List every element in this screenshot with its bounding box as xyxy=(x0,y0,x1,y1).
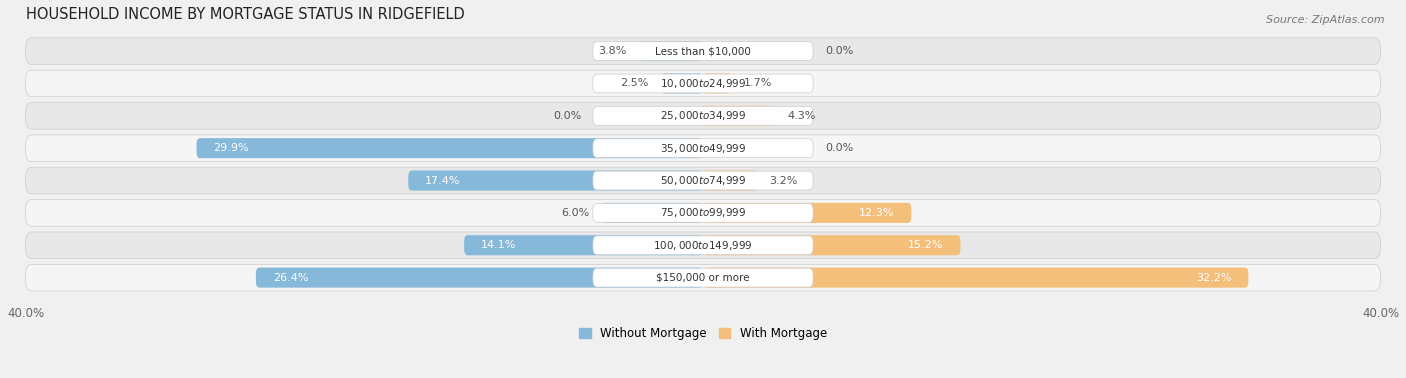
FancyBboxPatch shape xyxy=(25,200,1381,226)
Text: Source: ZipAtlas.com: Source: ZipAtlas.com xyxy=(1267,15,1385,25)
FancyBboxPatch shape xyxy=(25,102,1381,129)
FancyBboxPatch shape xyxy=(25,264,1381,291)
FancyBboxPatch shape xyxy=(25,38,1381,64)
Text: $100,000 to $149,999: $100,000 to $149,999 xyxy=(654,239,752,252)
Text: 15.2%: 15.2% xyxy=(908,240,943,250)
FancyBboxPatch shape xyxy=(593,74,813,93)
FancyBboxPatch shape xyxy=(25,70,1381,97)
FancyBboxPatch shape xyxy=(593,139,813,158)
FancyBboxPatch shape xyxy=(593,171,813,190)
Text: HOUSEHOLD INCOME BY MORTGAGE STATUS IN RIDGEFIELD: HOUSEHOLD INCOME BY MORTGAGE STATUS IN R… xyxy=(25,7,464,22)
FancyBboxPatch shape xyxy=(703,235,960,255)
Legend: Without Mortgage, With Mortgage: Without Mortgage, With Mortgage xyxy=(574,322,832,345)
FancyBboxPatch shape xyxy=(593,268,813,287)
Text: 1.7%: 1.7% xyxy=(744,79,772,88)
FancyBboxPatch shape xyxy=(703,203,911,223)
Text: 29.9%: 29.9% xyxy=(214,143,249,153)
FancyBboxPatch shape xyxy=(593,42,813,60)
Text: $150,000 or more: $150,000 or more xyxy=(657,273,749,283)
Text: 14.1%: 14.1% xyxy=(481,240,516,250)
Text: 4.3%: 4.3% xyxy=(787,111,815,121)
FancyBboxPatch shape xyxy=(638,41,703,61)
Text: 12.3%: 12.3% xyxy=(859,208,894,218)
Text: 3.2%: 3.2% xyxy=(769,175,797,186)
Text: 0.0%: 0.0% xyxy=(825,143,853,153)
FancyBboxPatch shape xyxy=(703,106,776,126)
Text: 32.2%: 32.2% xyxy=(1197,273,1232,283)
Text: 26.4%: 26.4% xyxy=(273,273,308,283)
Text: $75,000 to $99,999: $75,000 to $99,999 xyxy=(659,206,747,219)
Text: 2.5%: 2.5% xyxy=(620,79,648,88)
Text: 6.0%: 6.0% xyxy=(561,208,589,218)
Text: 17.4%: 17.4% xyxy=(425,175,461,186)
Text: Less than $10,000: Less than $10,000 xyxy=(655,46,751,56)
FancyBboxPatch shape xyxy=(197,138,703,158)
FancyBboxPatch shape xyxy=(256,268,703,288)
Text: 0.0%: 0.0% xyxy=(825,46,853,56)
FancyBboxPatch shape xyxy=(661,73,703,93)
Text: $35,000 to $49,999: $35,000 to $49,999 xyxy=(659,142,747,155)
FancyBboxPatch shape xyxy=(25,232,1381,259)
FancyBboxPatch shape xyxy=(25,167,1381,194)
FancyBboxPatch shape xyxy=(593,107,813,125)
Text: $50,000 to $74,999: $50,000 to $74,999 xyxy=(659,174,747,187)
FancyBboxPatch shape xyxy=(464,235,703,255)
FancyBboxPatch shape xyxy=(593,203,813,222)
Text: 3.8%: 3.8% xyxy=(599,46,627,56)
Text: 0.0%: 0.0% xyxy=(553,111,581,121)
Text: $25,000 to $34,999: $25,000 to $34,999 xyxy=(659,109,747,122)
FancyBboxPatch shape xyxy=(703,73,731,93)
FancyBboxPatch shape xyxy=(703,268,1249,288)
Text: $10,000 to $24,999: $10,000 to $24,999 xyxy=(659,77,747,90)
FancyBboxPatch shape xyxy=(703,170,758,191)
FancyBboxPatch shape xyxy=(25,135,1381,161)
FancyBboxPatch shape xyxy=(593,236,813,255)
FancyBboxPatch shape xyxy=(602,203,703,223)
FancyBboxPatch shape xyxy=(408,170,703,191)
